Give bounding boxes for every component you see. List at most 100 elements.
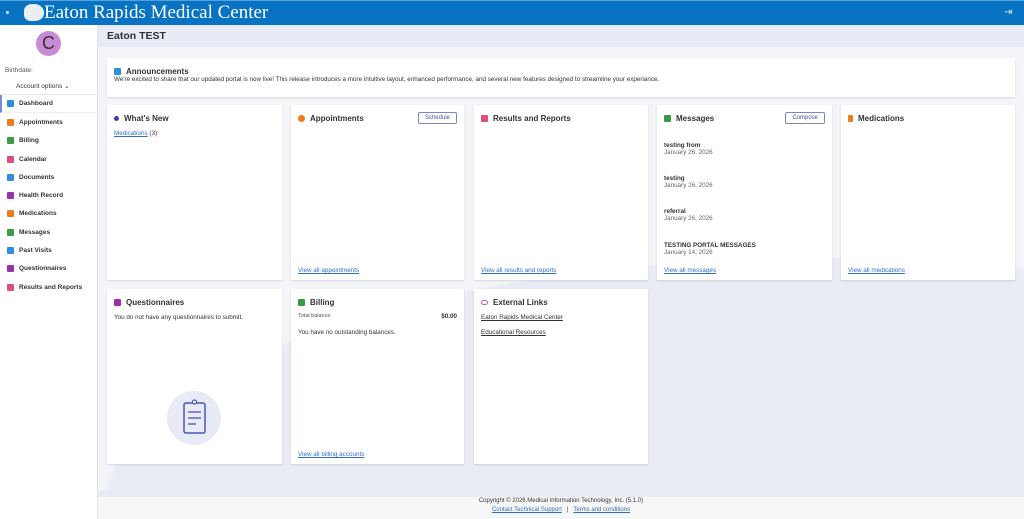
clock-icon [298, 115, 305, 122]
billing-status-text: You have no outstanding balances. [298, 329, 396, 336]
message-item[interactable]: TESTING PORTAL MESSAGES January 14, 2026 [664, 242, 756, 256]
card-title: What's New [124, 114, 169, 123]
message-date: January 26, 2026 [664, 149, 713, 156]
sidebar-item-questionnaires[interactable]: Questionnaires [0, 260, 98, 278]
account-options-dropdown[interactable]: Account options ⌄ [16, 82, 70, 90]
link-icon [481, 300, 488, 305]
results-icon [7, 283, 14, 291]
dot-icon [114, 116, 119, 121]
sidebar-item-dashboard[interactable]: Dashboard [0, 95, 98, 114]
sidebar-item-label: Health Record [19, 192, 64, 200]
medications-link[interactable]: Medications [114, 130, 148, 137]
count: (3) [149, 130, 158, 137]
message-item[interactable]: testing January 26, 2026 [664, 175, 713, 189]
view-all-messages-link[interactable]: View all messages [664, 267, 717, 274]
card-title: Results and Reports [493, 114, 571, 123]
card-title: Medications [858, 114, 905, 123]
footer: Copyright © 2026 Medical Information Tec… [98, 491, 1024, 519]
sidebar-item-label: Dashboard [19, 100, 53, 108]
sidebar-item-past-visits[interactable]: Past Visits [0, 241, 98, 259]
sidebar-item-label: Calendar [19, 155, 47, 163]
home-icon [114, 68, 121, 75]
menu-dot-icon[interactable] [6, 11, 9, 14]
announcements-card: Announcements We're excited to share tha… [107, 58, 1015, 97]
logo-icon [24, 4, 44, 21]
medications-card: Medications View all medications [841, 105, 1015, 280]
avatar[interactable]: C [36, 31, 61, 56]
sidebar-item-messages[interactable]: Messages [0, 223, 98, 241]
results-icon [481, 115, 488, 122]
billing-card: Billing Total balance $0.00 You have no … [291, 289, 464, 464]
sidebar-item-label: Billing [19, 137, 39, 145]
external-link[interactable]: Educational Resources [481, 329, 546, 336]
view-all-appointments-link[interactable]: View all appointments [298, 267, 360, 274]
sidebar-item-label: Documents [19, 173, 55, 181]
sidebar-item-results-and-reports[interactable]: Results and Reports [0, 278, 98, 296]
history-icon [7, 247, 14, 255]
envelope-icon [7, 228, 14, 236]
message-date: January 26, 2026 [664, 215, 713, 222]
message-date: January 14, 2026 [664, 249, 713, 256]
clipboard-icon [7, 265, 14, 273]
home-icon [7, 100, 14, 108]
copyright-text: Copyright © 2026 Medical Information Tec… [478, 498, 644, 504]
total-balance-label: Total balance [298, 313, 331, 319]
page-title-bar: Eaton TEST [98, 25, 1024, 47]
results-card: Results and Reports View all results and… [474, 105, 648, 280]
sidebar-nav: Dashboard Appointments Billing Calendar Docu… [0, 94, 98, 296]
messages-card: Messages Compose testing from January 26,… [657, 105, 832, 280]
sidebar-item-label: Questionnaires [19, 265, 67, 273]
external-link[interactable]: Eaton Rapids Medical Center [481, 314, 563, 321]
document-icon [7, 173, 14, 181]
envelope-icon [664, 115, 671, 122]
billing-icon [298, 299, 305, 306]
compose-button[interactable]: Compose [785, 112, 825, 124]
contact-support-link[interactable]: Contact Technical Support [491, 507, 562, 513]
card-title: Questionnaires [126, 298, 185, 307]
sidebar-item-documents[interactable]: Documents [0, 168, 98, 186]
view-all-medications-link[interactable]: View all medications [848, 267, 905, 274]
sidebar: C Birthdate: Account options ⌄ Dashboard… [0, 25, 98, 519]
announcement-text: We're excited to share that our updated … [114, 76, 660, 83]
clipboard-illustration-icon [167, 391, 221, 445]
message-item[interactable]: referral January 26, 2026 [664, 208, 713, 222]
whats-new-card: What's New Medications (3) [107, 105, 282, 280]
message-subject: referral [664, 208, 686, 215]
sidebar-item-label: Results and Reports [19, 283, 83, 291]
card-title: Billing [310, 298, 335, 307]
app-title: Eaton Rapids Medical Center [44, 2, 269, 23]
sidebar-item-medications[interactable]: Medications [0, 205, 98, 223]
clock-icon [7, 118, 14, 126]
logout-icon[interactable]: ⇥ [1004, 7, 1013, 18]
pill-bottle-icon [7, 210, 14, 218]
total-balance-value: $0.00 [441, 313, 457, 320]
sidebar-item-health-record[interactable]: Health Record [0, 186, 98, 204]
sidebar-item-label: Medications [19, 210, 57, 218]
view-all-billing-link[interactable]: View all billing accounts [298, 451, 365, 458]
external-links-card: External Links Eaton Rapids Medical Cent… [474, 289, 648, 464]
terms-link[interactable]: Terms and conditions [573, 507, 631, 513]
billing-icon [7, 137, 14, 145]
questionnaires-empty-text: You do not have any questionnaires to su… [114, 314, 243, 321]
message-item[interactable]: testing from January 26, 2026 [664, 142, 713, 156]
sidebar-item-calendar[interactable]: Calendar [0, 150, 98, 168]
pill-bottle-icon [848, 115, 853, 122]
folder-icon [7, 192, 14, 200]
clipboard-icon [114, 299, 121, 306]
message-subject: testing from [664, 142, 701, 149]
sidebar-item-billing[interactable]: Billing [0, 132, 98, 150]
message-subject: TESTING PORTAL MESSAGES [664, 242, 756, 249]
chevron-down-icon: ⌄ [64, 83, 70, 90]
sidebar-item-label: Messages [19, 228, 51, 236]
appointments-card: Appointments Schedule View all appointme… [291, 105, 464, 280]
schedule-button[interactable]: Schedule [417, 112, 457, 124]
view-all-results-link[interactable]: View all results and reports [481, 267, 557, 274]
message-subject: testing [664, 175, 685, 182]
card-title: Messages [676, 114, 715, 123]
account-options-label: Account options [16, 83, 63, 90]
card-title: Appointments [310, 114, 364, 123]
questionnaires-card: Questionnaires You do not have any quest… [107, 289, 282, 464]
birthdate-label: Birthdate: [5, 67, 33, 74]
sidebar-item-appointments[interactable]: Appointments [0, 113, 98, 131]
calendar-icon [7, 155, 14, 163]
